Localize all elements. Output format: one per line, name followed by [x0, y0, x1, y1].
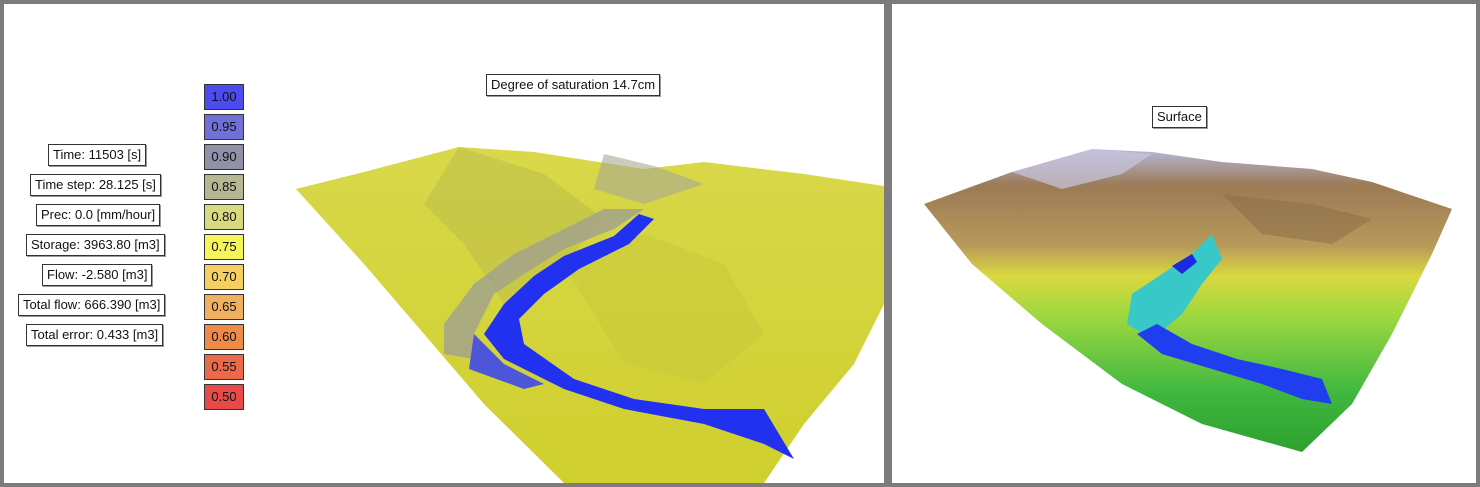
- legend-item: 0.55: [204, 354, 244, 380]
- saturated-channel-edge: [469, 334, 544, 389]
- saturated-channel: [484, 214, 794, 459]
- saturation-viewport[interactable]: Degree of saturation 14.7cm Time: 11503 …: [4, 4, 884, 483]
- flow-label: Flow: -2.580 [m3]: [42, 264, 153, 286]
- legend-item: 0.95: [204, 114, 244, 140]
- legend-item: 0.60: [204, 324, 244, 350]
- time-label: Time: 11503 [s]: [48, 144, 147, 166]
- terrain-facet: [564, 234, 764, 384]
- total-error-label: Total error: 0.433 [m3]: [26, 324, 164, 346]
- near-saturated-zone: [444, 209, 644, 359]
- legend-item: 0.75: [204, 234, 244, 260]
- total-flow-label: Total flow: 666.390 [m3]: [18, 294, 166, 316]
- legend-item: 0.65: [204, 294, 244, 320]
- legend-item: 0.50: [204, 384, 244, 410]
- terrain-saturated-patch: [594, 154, 704, 204]
- surface-viewport[interactable]: Surface: [892, 4, 1476, 483]
- precipitation-label: Prec: 0.0 [mm/hour]: [36, 204, 161, 226]
- channel-flow: [1137, 324, 1332, 404]
- saturation-terrain-mesh[interactable]: [4, 4, 884, 483]
- view-title-label: Surface: [1152, 106, 1207, 128]
- surface-terrain-mesh[interactable]: [892, 4, 1476, 483]
- terrain-ridge-shadow: [1222, 194, 1372, 244]
- legend-item: 0.90: [204, 144, 244, 170]
- legend-item: 1.00: [204, 84, 244, 110]
- terrain-peak-highlight: [1012, 149, 1152, 189]
- channel-shallow: [1127, 234, 1222, 339]
- terrain-surface: [296, 147, 884, 483]
- storage-label: Storage: 3963.80 [m3]: [26, 234, 165, 256]
- legend-item: 0.80: [204, 204, 244, 230]
- legend-item: 0.85: [204, 174, 244, 200]
- legend-item: 0.70: [204, 264, 244, 290]
- time-step-label: Time step: 28.125 [s]: [30, 174, 161, 196]
- channel-pool: [1172, 254, 1197, 274]
- view-title-label: Degree of saturation 14.7cm: [486, 74, 661, 96]
